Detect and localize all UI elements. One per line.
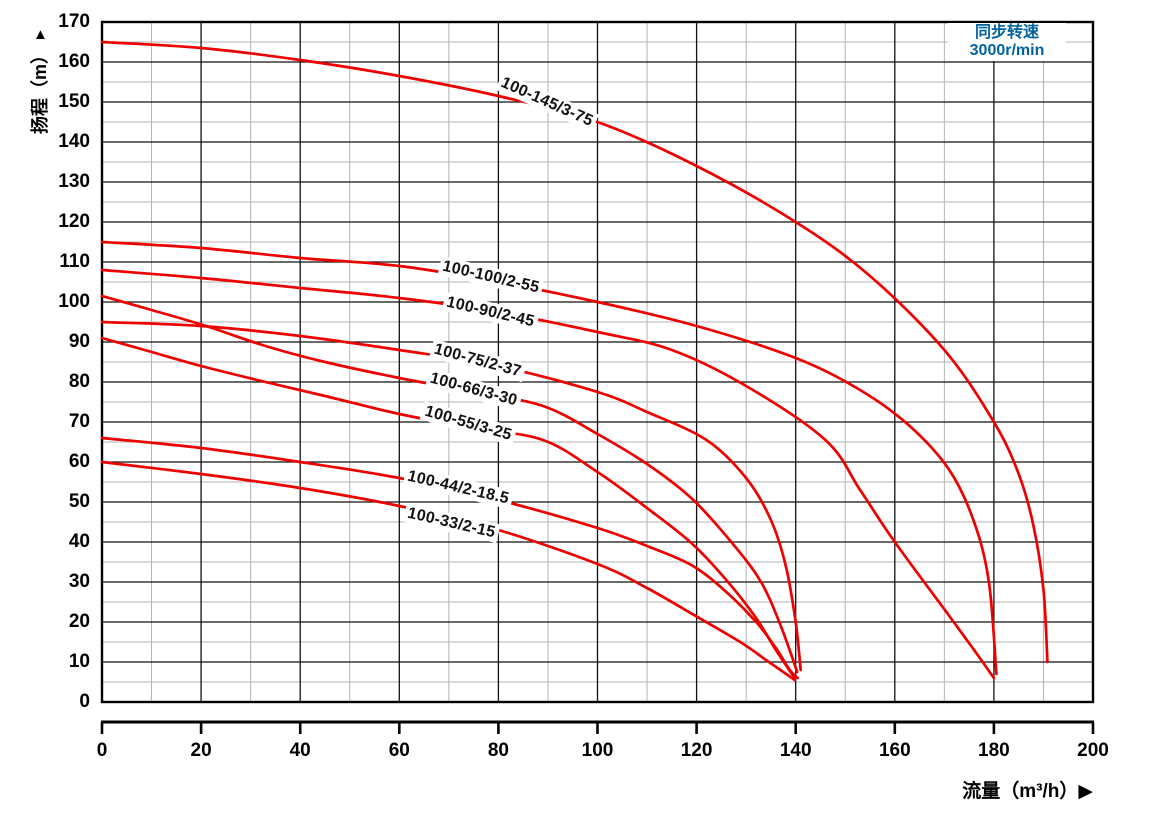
legend-speed-label: 同步转速 [974, 24, 1039, 41]
curve-100-90/2-45 [100, 268, 996, 680]
y-tick-label: 80 [68, 371, 90, 392]
y-axis-up-arrow-icon: ▲ [33, 26, 48, 43]
y-tick-label: 90 [68, 331, 90, 352]
y-tick-label: 120 [58, 211, 90, 232]
y-tick-label: 50 [68, 491, 90, 512]
curve-100-33/2-15 [100, 460, 797, 682]
x-tick-label: 100 [581, 740, 614, 761]
y-tick-label: 10 [68, 651, 90, 672]
y-tick-label: 140 [58, 131, 90, 152]
x-tick-label: 80 [487, 740, 509, 761]
x-tick-label: 20 [190, 740, 212, 761]
x-tick-label: 200 [1077, 740, 1109, 761]
curve-100-55/3-25 [100, 336, 797, 680]
y-tick-label: 130 [58, 171, 90, 192]
x-axis-title: 流量（m³/h）▶ [962, 781, 1093, 802]
y-tick-label: 110 [59, 251, 90, 272]
synchronous-speed-legend: 同步转速 3000r/min [948, 23, 1066, 61]
y-tick-label: 170 [58, 11, 90, 32]
y-tick-label: 30 [68, 571, 90, 592]
x-tick-label: 160 [878, 740, 911, 761]
x-tick-label: 40 [289, 740, 311, 761]
curve-100-44/2-18.5 [100, 436, 800, 680]
curve-100-75/2-37 [100, 320, 803, 672]
legend-rpm-value: 3000r/min [969, 42, 1045, 59]
x-tick-label: 60 [388, 740, 410, 761]
y-tick-label: 70 [68, 411, 90, 432]
curve-100-100/2-55 [100, 240, 998, 676]
y-tick-label: 40 [68, 531, 90, 552]
x-tick-label: 140 [779, 740, 812, 761]
y-tick-label: 60 [68, 451, 90, 472]
y-tick-label: 0 [79, 691, 90, 712]
y-tick-label: 100 [58, 291, 90, 312]
curve-100-66/3-30 [100, 294, 799, 674]
x-tick-label: 0 [96, 740, 108, 761]
curve-100-145/3-75 [100, 40, 1049, 664]
y-tick-label: 20 [68, 611, 90, 632]
y-tick-label: 160 [58, 51, 90, 72]
y-tick-label: 150 [58, 91, 90, 112]
x-tick-label: 180 [978, 740, 1010, 761]
plot-border [100, 20, 1095, 704]
x-tick-label: 120 [680, 740, 713, 761]
